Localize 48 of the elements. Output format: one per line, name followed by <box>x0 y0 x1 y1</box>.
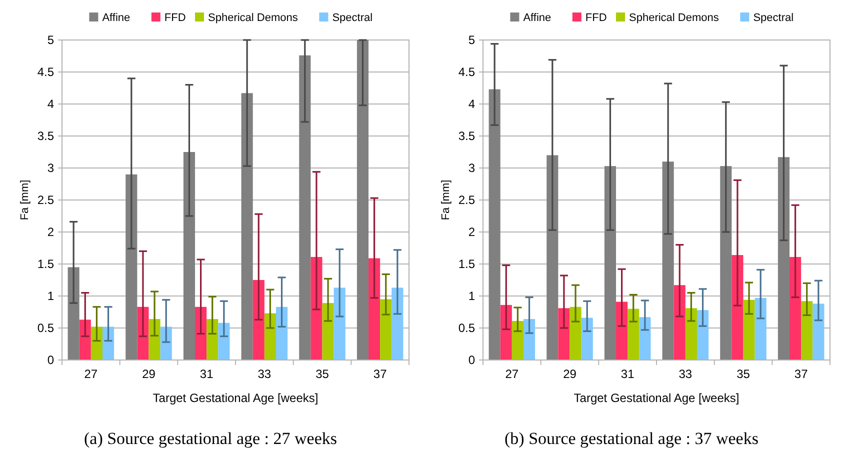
x-tick-label: 31 <box>620 367 635 381</box>
text: (a) Source gestational age : 27 weeks <box>84 429 338 448</box>
legend-label: Spherical Demons <box>629 12 720 24</box>
y-tick-label: 3 <box>468 161 476 176</box>
text: (b) Source gestational age : 37 weeks <box>504 429 758 448</box>
x-tick-label: 27 <box>505 367 519 381</box>
y-tick-label: 5 <box>468 33 476 48</box>
legend-label: FFD <box>585 12 607 24</box>
y-tick-label: 1.5 <box>458 257 476 272</box>
y-tick-label: 0 <box>468 353 476 368</box>
legend-label: Spectral <box>753 12 794 24</box>
y-tick-label: 1 <box>468 289 476 304</box>
y-tick-label: 0 <box>47 353 54 368</box>
y-tick-label: 1.5 <box>37 257 54 272</box>
x-tick-label: 31 <box>200 367 214 381</box>
x-tick-label: 29 <box>563 367 577 381</box>
y-tick-label: 3 <box>47 161 54 176</box>
x-tick-label: 33 <box>678 367 692 381</box>
y-tick-label: 5 <box>47 33 54 48</box>
x-tick-label: 37 <box>794 367 808 381</box>
x-axis-title: Target Gestational Age [weeks] <box>152 391 318 405</box>
legend-label: Affine <box>523 12 552 24</box>
y-tick-label: 0.5 <box>458 321 476 336</box>
y-axis-title: Fa [mm] <box>19 180 31 220</box>
x-axis-title: Target Gestational Age [weeks] <box>574 391 740 405</box>
y-tick-label: 1 <box>47 289 54 304</box>
x-tick-label: 35 <box>736 367 750 381</box>
x-tick-label: 27 <box>84 367 98 381</box>
legend-label: Spherical Demons <box>208 12 298 24</box>
y-tick-label: 2 <box>468 225 476 240</box>
y-tick-label: 4 <box>468 97 476 112</box>
y-tick-label: 3.5 <box>458 129 476 144</box>
y-tick-label: 2.5 <box>37 193 54 208</box>
y-tick-label: 2 <box>47 225 54 240</box>
y-tick-label: 3.5 <box>37 129 54 144</box>
x-tick-label: 37 <box>373 367 388 381</box>
y-tick-label: 4 <box>47 97 54 112</box>
y-tick-label: 2.5 <box>458 193 476 208</box>
legend-label: FFD <box>164 12 186 24</box>
x-tick-label: 33 <box>258 367 272 381</box>
y-tick-label: 4.5 <box>458 65 476 80</box>
legend-label: Affine <box>102 12 130 24</box>
legend-label: Spectral <box>332 12 373 24</box>
y-tick-label: 4.5 <box>37 65 54 80</box>
y-axis-title: Fa [mm] <box>440 180 452 220</box>
x-tick-label: 35 <box>316 367 330 381</box>
y-tick-label: 0.5 <box>37 321 54 336</box>
x-tick-label: 29 <box>142 367 156 381</box>
